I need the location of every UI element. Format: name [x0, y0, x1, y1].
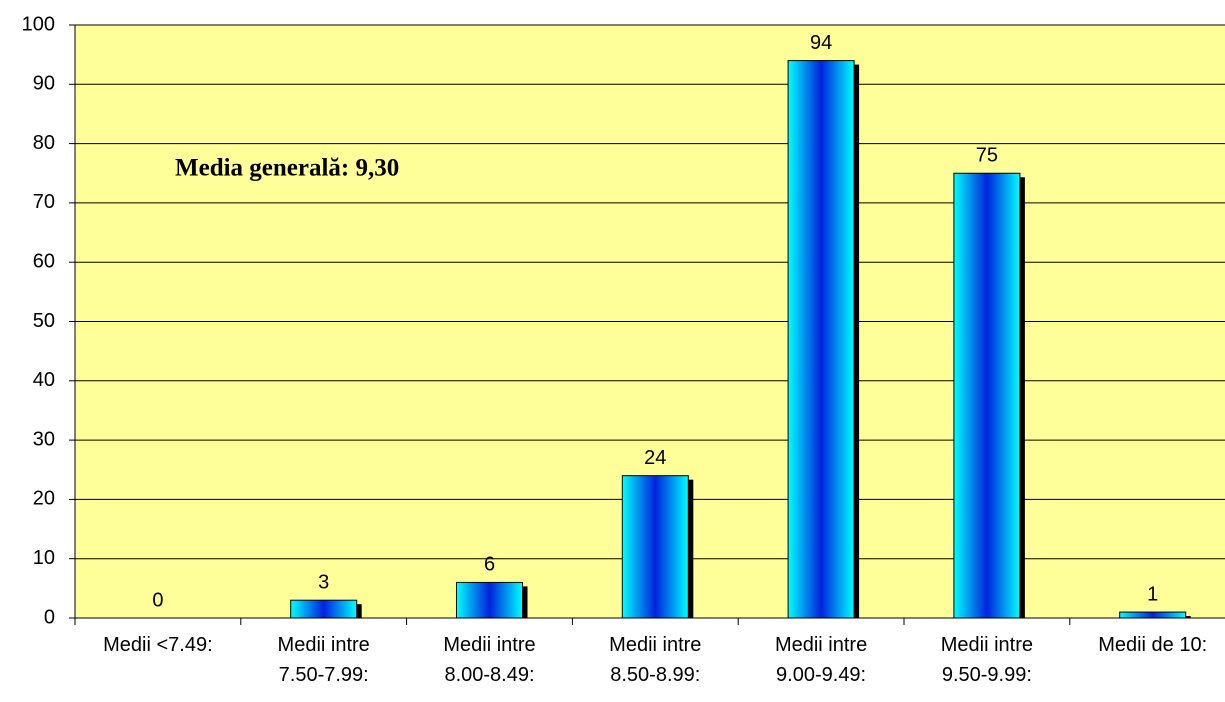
- y-tick-label: 0: [44, 606, 55, 628]
- y-tick-label: 50: [33, 310, 55, 332]
- y-tick-label: 10: [33, 547, 55, 569]
- bar: [787, 60, 855, 619]
- y-tick-label: 40: [33, 369, 55, 391]
- bar: [1119, 611, 1187, 619]
- bar: [290, 599, 358, 619]
- data-label: 3: [318, 571, 329, 593]
- y-tick-label: 80: [33, 132, 55, 154]
- x-tick-label: Medii intre 9.50-9.99:: [940, 634, 1034, 686]
- data-label: 24: [644, 447, 666, 469]
- x-tick-label: Medii intre 8.00-8.49:: [443, 634, 536, 686]
- bar: [456, 581, 523, 619]
- y-tick-label: 70: [33, 191, 55, 213]
- y-tick-label: 90: [33, 73, 55, 95]
- y-tick-label: 20: [33, 488, 55, 510]
- x-tick-label: Medii intre 7.50-7.99:: [277, 634, 370, 686]
- data-label: 94: [810, 32, 832, 54]
- data-label: 75: [976, 145, 998, 167]
- bar: [621, 475, 689, 619]
- bar: [953, 172, 1021, 619]
- data-label: 0: [152, 589, 163, 611]
- annotation: Media generală: 9,30: [175, 155, 399, 182]
- x-tick-label: Medii <7.49:: [103, 634, 213, 656]
- x-tick-label: Medii de 10:: [1098, 634, 1208, 656]
- data-label: 1: [1147, 583, 1158, 605]
- y-tick-label: 60: [33, 250, 55, 272]
- y-tick-label: 30: [33, 428, 55, 450]
- y-tick-label: 100: [22, 13, 55, 35]
- x-tick-label: Medii intre 9.00-9.49:: [774, 634, 868, 686]
- x-tick-label: Medii intre 8.50-8.99:: [609, 634, 702, 686]
- data-label: 6: [484, 554, 495, 576]
